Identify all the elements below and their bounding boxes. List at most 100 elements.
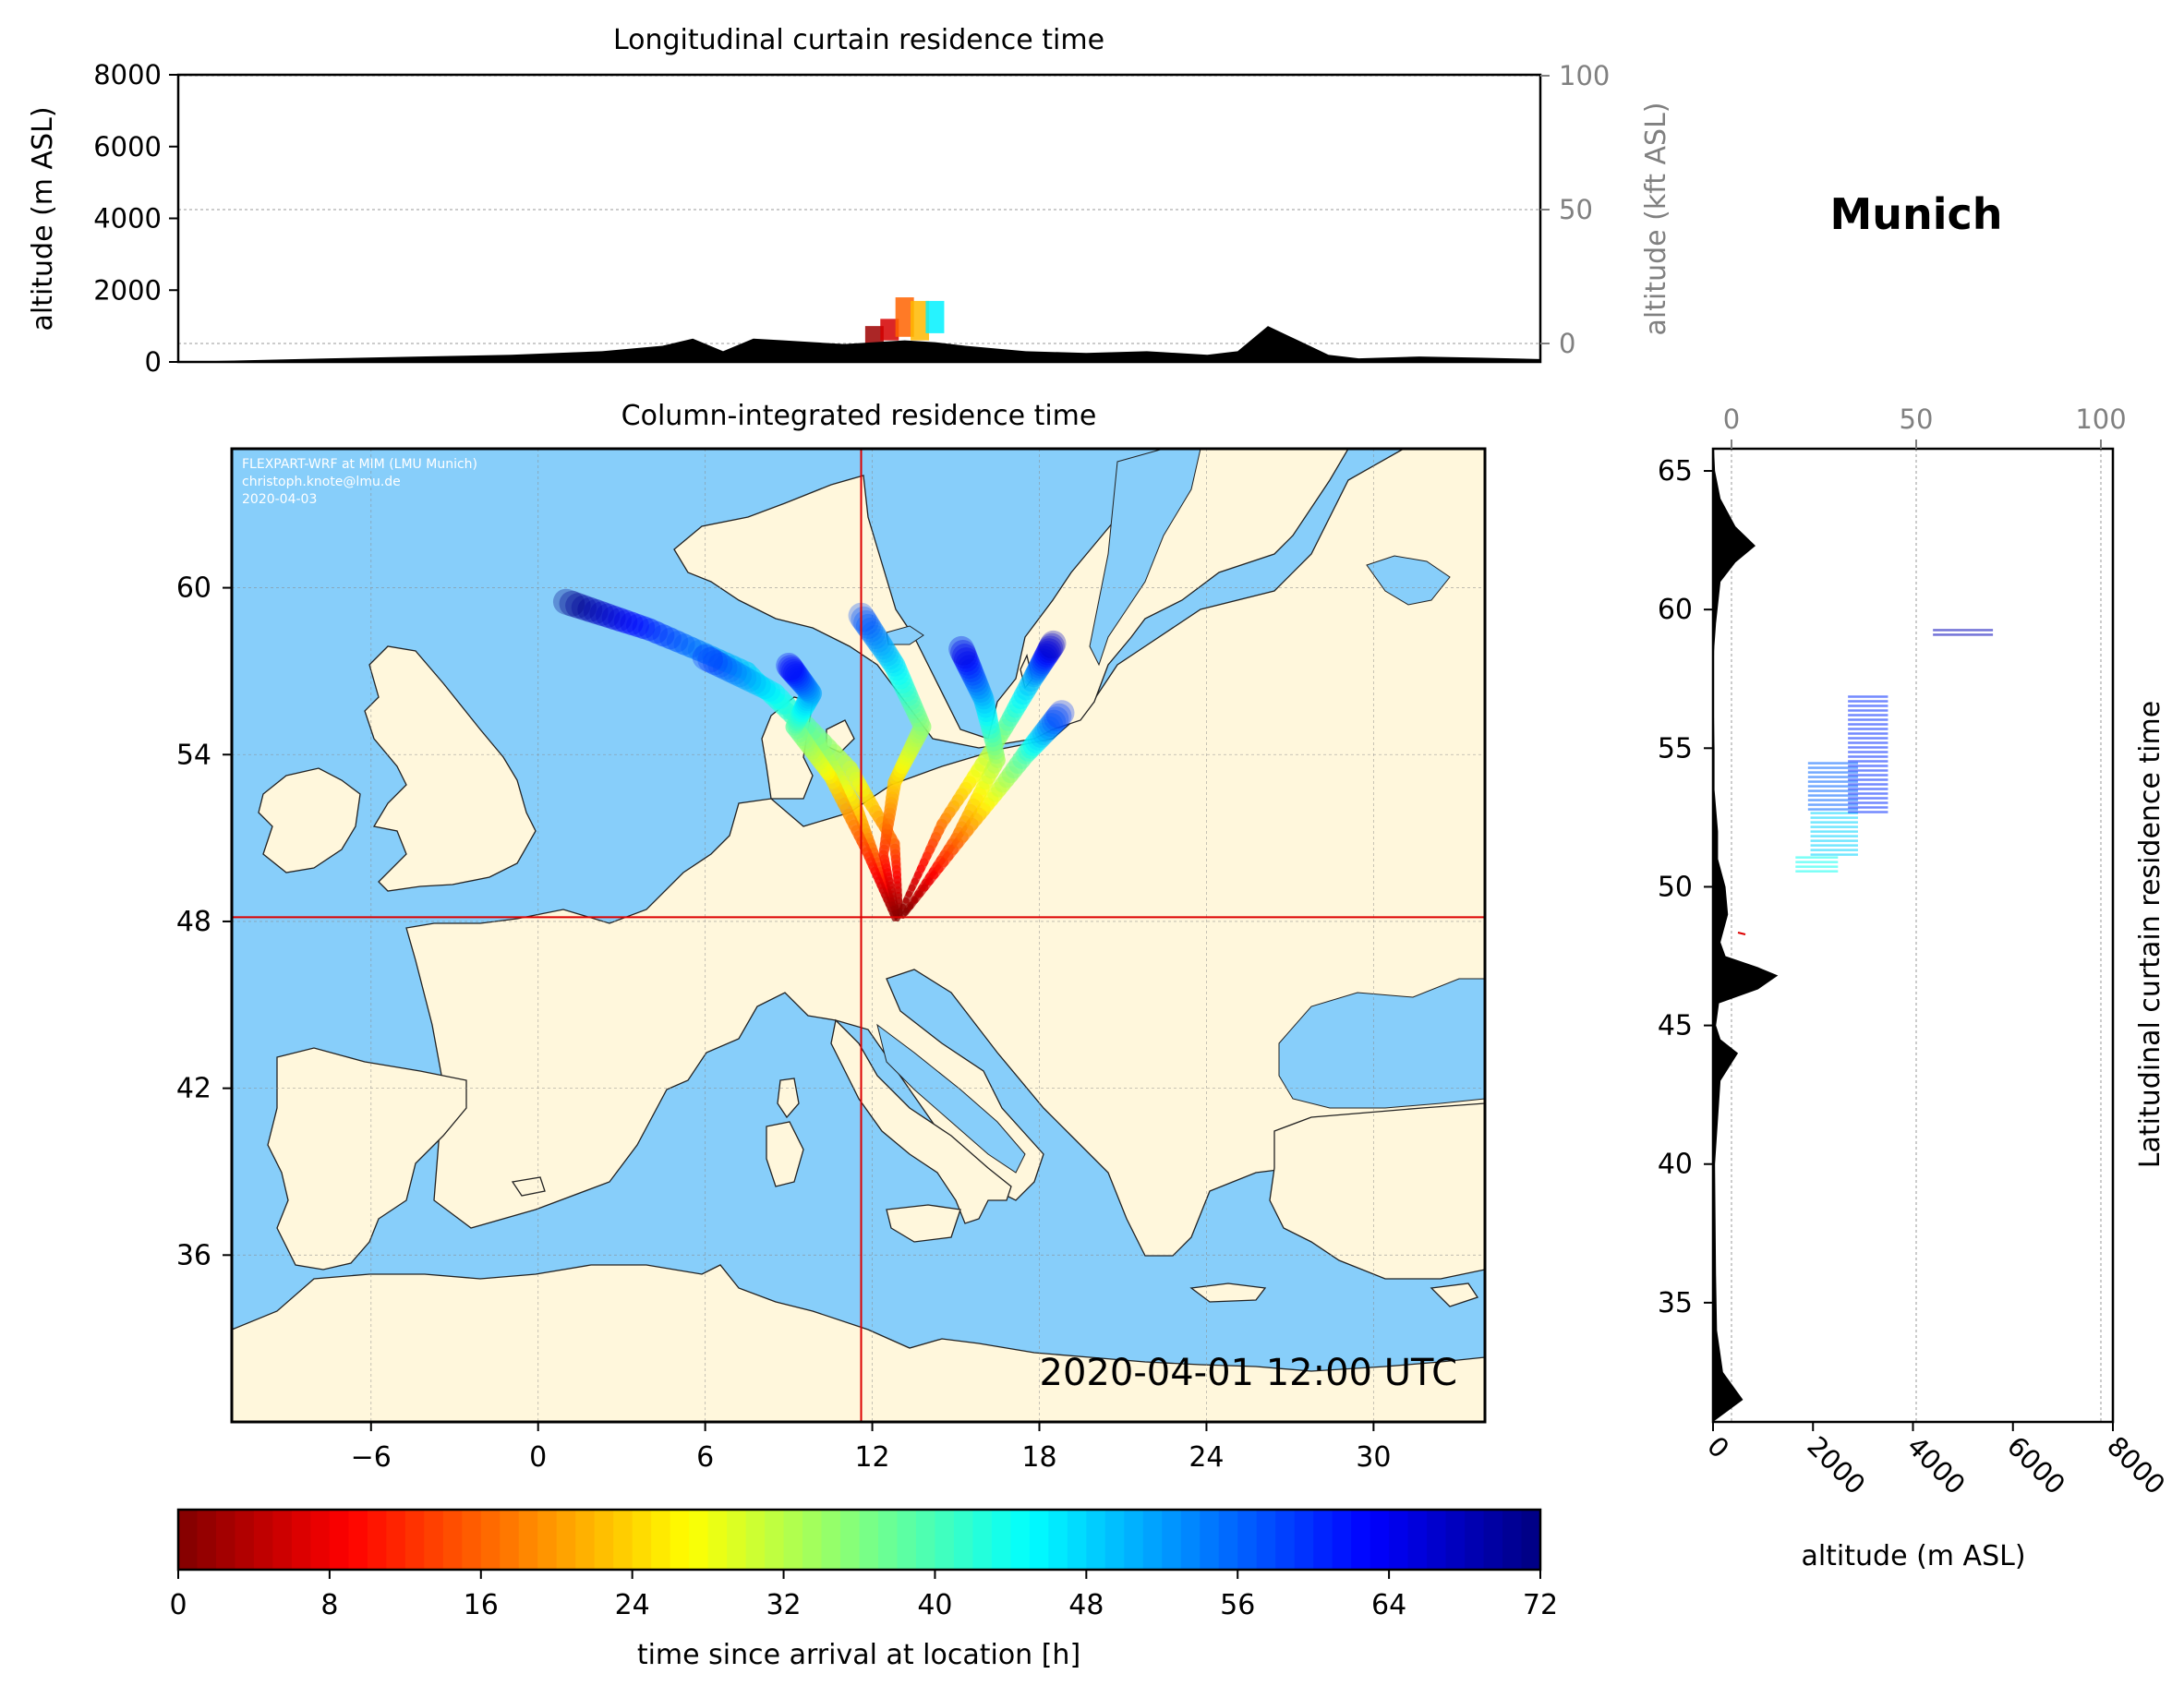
trajectory-segment [1020,735,1044,759]
colorbar-cell [915,1510,936,1570]
colorbar-cell [253,1510,274,1570]
cyprus [1430,1283,1479,1307]
lat-tick-label: 54 [176,739,211,771]
plume-stripe [1810,821,1858,824]
lat-tick-label: 60 [176,572,211,605]
colorbar-cell [537,1510,558,1570]
trajectory-segment [892,672,915,698]
colorbar-cell [613,1510,633,1570]
trajectory-segment [902,695,924,719]
trajectory-segment [767,692,791,716]
longitudinal-panel: Longitudinal curtain residence time 0 200… [27,24,1672,378]
map-latitude-ticks: 36 42 48 54 60 [176,572,232,1271]
colorbar-tick-label: 0 [169,1589,187,1621]
gotland [1020,654,1033,690]
lon-tick-label: 6 [696,1441,714,1474]
trajectory-plume [552,588,1075,922]
plume-stripe [1848,741,1888,744]
colorbar-cell [348,1510,368,1570]
colorbar-cell [575,1510,596,1570]
colorbar-cell [1180,1510,1201,1570]
altitude-tick-label: 2000 [1801,1430,1871,1500]
colorbar-tick-label: 32 [766,1589,801,1621]
trajectory-segment [1035,638,1062,666]
trajectory-segment [878,647,904,674]
colorbar-tick-label: 24 [615,1589,650,1621]
trajectory-segment [793,729,814,750]
colorbar-cell [727,1510,747,1570]
trajectory-segment [868,632,895,660]
y-tick-label: 6000 [93,131,162,163]
trajectory-segment [764,682,791,709]
colorbar-cell [367,1510,387,1570]
trajectory-segment [996,714,1017,736]
plume-stripe [1795,865,1839,868]
plume-stripe [1795,861,1839,863]
trajectory-segment [608,608,638,633]
mallorca [511,1176,546,1197]
colorbar-cell [310,1510,331,1570]
lat-tick-label: 42 [176,1073,211,1105]
lon-tick-label: 24 [1189,1441,1224,1474]
plume-cell [864,326,884,344]
longitudinal-gridlines [178,75,1540,344]
colorbar-tick-label: 8 [320,1589,338,1621]
plume-stripe [1848,709,1888,712]
lat-tick-label: 60 [1658,594,1693,626]
trajectory-segment [975,697,997,722]
trajectory-segment [788,668,814,693]
trajectory-segment [796,687,820,712]
trajectory-segment [1024,661,1048,685]
colorbar-cell [821,1510,841,1570]
trajectory-segment [791,710,817,736]
trajectory-segment [896,681,919,706]
colorbar-cell [1389,1510,1409,1570]
trajectory-segment [645,620,675,647]
latitudinal-lat-ticks: 35 40 45 50 55 60 65 [1658,455,1713,1319]
altitude-tick-label: 6000 [2001,1430,2071,1500]
trajectory-segment [808,727,832,751]
trajectory-segment [905,700,926,724]
lon-tick-label: 0 [529,1441,547,1474]
trajectory-segment [1022,732,1046,756]
trajectory-segment [911,713,932,736]
trajectory-segment [596,603,626,630]
plume-stripe [1848,723,1888,726]
kft-tick-label: 50 [1559,194,1593,225]
trajectory-segment [1008,750,1032,774]
colorbar-cell [651,1510,671,1570]
trajectory-segment [1032,643,1058,670]
trajectory-segment [697,646,729,676]
trajectory-segment [894,677,917,703]
trajectory-segment [820,738,843,762]
plume-stripe [1848,746,1888,749]
plume-stripe [1848,778,1888,781]
location-title: Munich [1829,189,2002,239]
longitudinal-kft-ticks: 0 50 100 [1540,60,1610,359]
trajectory-segment [1027,726,1053,751]
colorbar-cell [972,1510,993,1570]
colorbar-cell [1124,1510,1144,1570]
trajectory-segment [795,690,818,714]
trajectory-segment [1025,658,1049,683]
trajectory-segment [1025,729,1049,753]
credits-line-2: christoph.knote@lmu.de [242,475,401,489]
trajectory-segment [707,652,738,680]
plume-stripe [1807,803,1858,806]
longitudinal-ylabel-kft: altitude (kft ASL) [1640,102,1672,335]
plume-stripe [1810,830,1858,833]
trajectory-segment [708,649,737,673]
trajectory-segment [1034,716,1061,743]
trajectory-segment [776,652,803,680]
colorbar-cell [178,1510,199,1570]
italy [830,1018,1012,1224]
trajectory-segment [687,640,716,664]
trajectory-segment [583,599,614,626]
lat-tick-label: 40 [1658,1149,1693,1181]
trajectory-segment [666,631,695,656]
colorbar-tick-label: 16 [464,1589,499,1621]
trajectory-segment [875,644,901,670]
longitudinal-terrain [178,326,1540,362]
trajectory-segment [793,694,815,718]
